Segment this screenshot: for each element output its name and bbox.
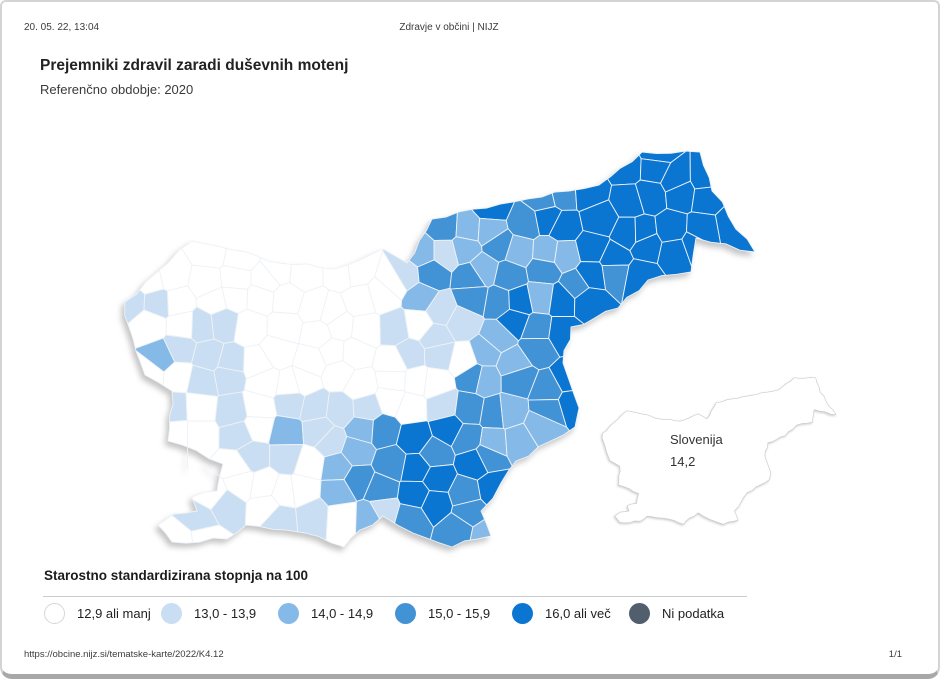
page-title: Prejemniki zdravil zaradi duševnih moten… xyxy=(40,57,349,74)
municipality-cell xyxy=(295,497,329,541)
municipality-cell xyxy=(469,518,492,541)
municipality-cell xyxy=(325,501,357,548)
municipality-cell xyxy=(210,489,247,536)
legend-divider xyxy=(43,596,747,597)
municipality-cell xyxy=(714,206,756,253)
header-datetime: 20. 05. 22, 13:04 xyxy=(24,22,100,33)
legend-label: Ni podatka xyxy=(662,606,725,621)
municipality-cell xyxy=(656,238,693,276)
header-site-title: Zdravje v občini | NIJZ xyxy=(399,22,499,33)
legend-swatch xyxy=(278,603,299,624)
slovenia-inset-outline xyxy=(601,377,837,525)
footer-url: https://obcine.nijz.si/tematske-karte/20… xyxy=(24,649,224,660)
municipality-cell xyxy=(689,150,712,190)
municipality-cell xyxy=(681,231,703,267)
legend-swatch xyxy=(161,603,182,624)
page-subtitle: Referenčno obdobje: 2020 xyxy=(40,82,194,97)
municipality-cell xyxy=(213,366,247,397)
municipality-cell xyxy=(190,524,235,544)
municipality-cell xyxy=(607,154,642,186)
inset-country-value: 14,2 xyxy=(670,454,696,469)
municipality-cell xyxy=(532,234,559,263)
legend-label: 14,0 - 14,9 xyxy=(311,606,374,621)
legend-item: 12,9 ali manj xyxy=(44,603,161,624)
legend-swatch xyxy=(395,603,416,624)
municipality-cell xyxy=(157,514,194,544)
municipality-cell xyxy=(169,391,188,423)
municipality-cell xyxy=(135,350,165,387)
municipality-cell xyxy=(355,498,381,535)
legend-item: Ni podatka xyxy=(629,603,746,624)
municipality-cell xyxy=(654,207,688,243)
legend-swatch xyxy=(44,603,65,624)
legend-title: Starostno standardizirana stopnja na 100 xyxy=(44,568,309,583)
legend-label: 12,9 ali manj xyxy=(77,606,151,621)
page-number: 1/1 xyxy=(888,649,902,660)
municipality-cell xyxy=(523,409,570,448)
municipality-cells xyxy=(124,150,756,548)
municipality-cell xyxy=(621,258,667,304)
municipality-cell xyxy=(455,208,481,242)
legend-swatch xyxy=(512,603,533,624)
legend-item: 16,0 ali več xyxy=(512,603,629,624)
inset-country-label: Slovenija xyxy=(670,432,723,447)
municipality-cell xyxy=(185,392,219,422)
municipality-cell xyxy=(429,512,474,548)
legend-swatch xyxy=(629,603,650,624)
legend-item: 15,0 - 15,9 xyxy=(395,603,512,624)
legend-item: 14,0 - 14,9 xyxy=(278,603,395,624)
legend: 12,9 ali manj 13,0 - 13,9 14,0 - 14,9 15,0 … xyxy=(44,603,784,624)
municipality-cell xyxy=(167,419,189,469)
municipality-cell xyxy=(268,415,305,446)
legend-label: 16,0 ali več xyxy=(545,606,611,621)
country-outline xyxy=(601,377,837,525)
legend-label: 13,0 - 13,9 xyxy=(194,606,257,621)
legend-label: 15,0 - 15,9 xyxy=(428,606,491,621)
legend-item: 13,0 - 13,9 xyxy=(161,603,278,624)
